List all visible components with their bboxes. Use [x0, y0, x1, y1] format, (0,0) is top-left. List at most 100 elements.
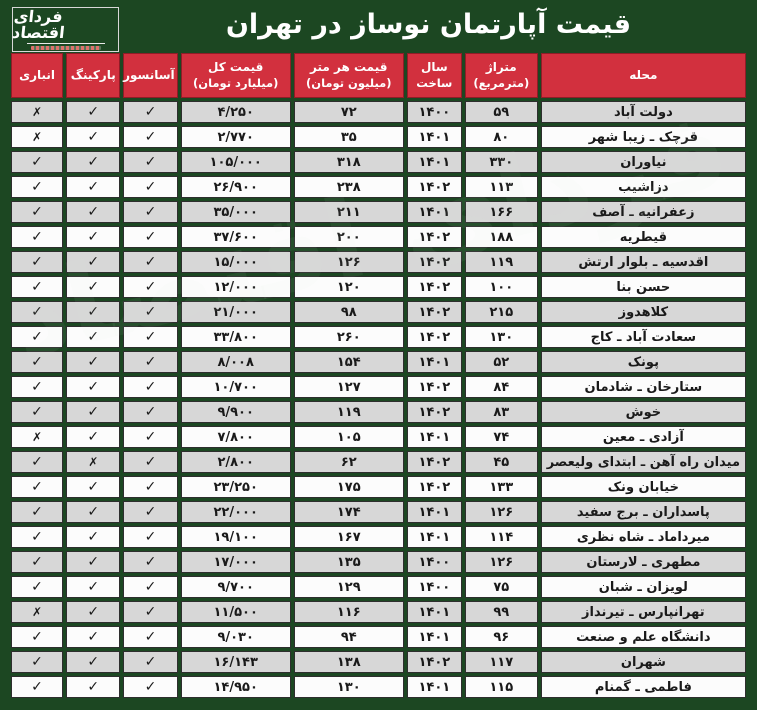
elevator-mark: ✓ [123, 576, 178, 598]
elevator-mark: ✓ [123, 326, 178, 348]
elevator-mark: ✓ [123, 676, 178, 698]
storage-mark: ✓ [11, 301, 64, 323]
cell-total_price: ۱۲/۰۰۰ [180, 276, 291, 298]
cell-price_per_meter: ۹۴ [293, 626, 404, 648]
elevator-mark: ✓ [123, 251, 178, 273]
storage-mark: ✗ [11, 126, 64, 148]
cell-area: ۱۶۶ [464, 201, 538, 223]
table-row: خوش ۸۳ ۱۴۰۲ ۱۱۹ ۹/۹۰۰ ✓ ✓ ✓ [11, 401, 746, 423]
cell-area: ۱۱۷ [464, 651, 538, 673]
table-row: ستارخان ـ شادمان ۸۴ ۱۴۰۲ ۱۲۷ ۱۰/۷۰۰ ✓ ✓ ✓ [11, 376, 746, 398]
cell-year: ۱۴۰۱ [406, 626, 462, 648]
table-wrap: محله متراژ (مترمربع) سال ساخت قیمت هر متر (میل… [0, 50, 749, 701]
cell-price_per_meter: ۲۱۱ [293, 201, 404, 223]
cell-price_per_meter: ۷۲ [293, 101, 404, 123]
cell-area: ۸۰ [464, 126, 538, 148]
cell-total_price: ۹/۹۰۰ [180, 401, 291, 423]
table-row: زعفرانیه ـ آصف ۱۶۶ ۱۴۰۱ ۲۱۱ ۳۵/۰۰۰ ✓ ✓ ✓ [11, 201, 746, 223]
elevator-mark: ✓ [123, 651, 178, 673]
apartment-prices-table: محله متراژ (مترمربع) سال ساخت قیمت هر متر (میل… [8, 50, 749, 701]
column-header-area: متراژ (مترمربع) [464, 53, 538, 98]
cell-total_price: ۲/۸۰۰ [180, 451, 291, 473]
cell-total_price: ۳۷/۶۰۰ [180, 226, 291, 248]
cell-price_per_meter: ۳۱۸ [293, 151, 404, 173]
parking-mark: ✓ [66, 101, 121, 123]
parking-mark: ✓ [66, 601, 121, 623]
cell-area: ۱۱۵ [464, 676, 538, 698]
cell-price_per_meter: ۱۷۴ [293, 501, 404, 523]
cell-price_per_meter: ۶۲ [293, 451, 404, 473]
table-row: تهرانپارس ـ تیرنداز ۹۹ ۱۴۰۱ ۱۱۶ ۱۱/۵۰۰ ✓ ✓ ✗ [11, 601, 746, 623]
storage-mark: ✓ [11, 201, 64, 223]
cell-total_price: ۲۲/۰۰۰ [180, 501, 291, 523]
cell-area: ۱۱۳ [464, 176, 538, 198]
storage-mark: ✓ [11, 676, 64, 698]
cell-area: ۷۴ [464, 426, 538, 448]
cell-total_price: ۱۱/۵۰۰ [180, 601, 291, 623]
cell-year: ۱۴۰۲ [406, 251, 462, 273]
top-band: فردای اقتصاد قیمت آپارتمان نوساز در تهرا… [0, 0, 757, 52]
brand-logo: فردای اقتصاد [11, 7, 119, 52]
elevator-mark: ✓ [123, 201, 178, 223]
storage-mark: ✓ [11, 476, 64, 498]
cell-name: تهرانپارس ـ تیرنداز [540, 601, 746, 623]
parking-mark: ✓ [66, 326, 121, 348]
table-row: پاسداران ـ برج سفید ۱۲۶ ۱۴۰۱ ۱۷۴ ۲۲/۰۰۰ ✓ ✓ ✓ [11, 501, 746, 523]
cell-total_price: ۳۵/۰۰۰ [180, 201, 291, 223]
cell-name: پاسداران ـ برج سفید [540, 501, 746, 523]
cell-name: دزاشیب [540, 176, 746, 198]
table-row: شهران ۱۱۷ ۱۴۰۲ ۱۳۸ ۱۶/۱۴۳ ✓ ✓ ✓ [11, 651, 746, 673]
cell-year: ۱۴۰۱ [406, 201, 462, 223]
cell-year: ۱۴۰۰ [406, 101, 462, 123]
table-row: دانشگاه علم و صنعت ۹۶ ۱۴۰۱ ۹۴ ۹/۰۳۰ ✓ ✓ ✓ [11, 626, 746, 648]
cell-total_price: ۴/۲۵۰ [180, 101, 291, 123]
parking-mark: ✓ [66, 526, 121, 548]
cell-total_price: ۹/۷۰۰ [180, 576, 291, 598]
brand-logo-text: فردای اقتصاد [11, 7, 66, 42]
table-row: قیطریه ۱۸۸ ۱۴۰۲ ۲۰۰ ۳۷/۶۰۰ ✓ ✓ ✓ [11, 226, 746, 248]
elevator-mark: ✓ [123, 276, 178, 298]
cell-area: ۸۴ [464, 376, 538, 398]
storage-mark: ✗ [11, 601, 64, 623]
cell-name: میدان راه آهن ـ ابتدای ولیعصر [540, 451, 746, 473]
elevator-mark: ✓ [123, 151, 178, 173]
storage-mark: ✓ [11, 176, 64, 198]
parking-mark: ✓ [66, 676, 121, 698]
storage-mark: ✓ [11, 251, 64, 273]
storage-mark: ✓ [11, 451, 64, 473]
cell-area: ۱۳۳ [464, 476, 538, 498]
parking-mark: ✓ [66, 651, 121, 673]
storage-mark: ✗ [11, 101, 64, 123]
cell-year: ۱۴۰۲ [406, 451, 462, 473]
table-row: آزادی ـ معین ۷۴ ۱۴۰۱ ۱۰۵ ۷/۸۰۰ ✓ ✓ ✗ [11, 426, 746, 448]
cell-price_per_meter: ۲۳۸ [293, 176, 404, 198]
parking-mark: ✓ [66, 126, 121, 148]
elevator-mark: ✓ [123, 101, 178, 123]
column-header-year: سال ساخت [406, 53, 462, 98]
cell-price_per_meter: ۱۷۵ [293, 476, 404, 498]
cell-total_price: ۹/۰۳۰ [180, 626, 291, 648]
cell-price_per_meter: ۱۱۹ [293, 401, 404, 423]
table-row: کلاهدوز ۲۱۵ ۱۴۰۲ ۹۸ ۲۱/۰۰۰ ✓ ✓ ✓ [11, 301, 746, 323]
storage-mark: ✓ [11, 401, 64, 423]
cell-total_price: ۱۰/۷۰۰ [180, 376, 291, 398]
cell-price_per_meter: ۱۳۰ [293, 676, 404, 698]
cell-price_per_meter: ۱۲۶ [293, 251, 404, 273]
parking-mark: ✓ [66, 176, 121, 198]
parking-mark: ✓ [66, 226, 121, 248]
elevator-mark: ✓ [123, 301, 178, 323]
elevator-mark: ✓ [123, 626, 178, 648]
cell-year: ۱۴۰۱ [406, 426, 462, 448]
cell-area: ۱۰۰ [464, 276, 538, 298]
cell-name: شهران [540, 651, 746, 673]
cell-name: زعفرانیه ـ آصف [540, 201, 746, 223]
cell-total_price: ۱۵/۰۰۰ [180, 251, 291, 273]
cell-year: ۱۴۰۲ [406, 376, 462, 398]
cell-total_price: ۸/۰۰۸ [180, 351, 291, 373]
cell-area: ۱۲۶ [464, 501, 538, 523]
elevator-mark: ✓ [123, 451, 178, 473]
parking-mark: ✓ [66, 476, 121, 498]
cell-price_per_meter: ۱۲۹ [293, 576, 404, 598]
storage-mark: ✓ [11, 551, 64, 573]
